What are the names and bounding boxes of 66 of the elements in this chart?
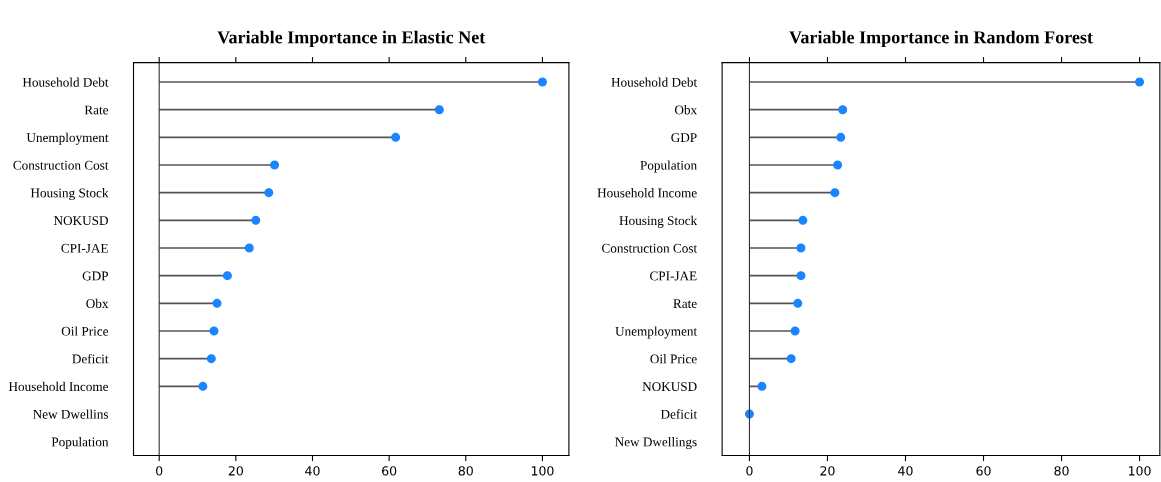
y-tick-label: Unemployment — [615, 326, 698, 339]
y-tick-label: Unemployment — [26, 132, 109, 145]
y-tick-label: NOKUSD — [642, 382, 697, 392]
x-tick-label: 0 — [156, 466, 163, 476]
point — [793, 298, 803, 308]
y-tick-label: Household Income — [8, 381, 109, 392]
x-tick-label: 100 — [531, 466, 554, 476]
x-tick-label: 0 — [746, 466, 753, 476]
y-tick-label: Construction Cost — [602, 243, 698, 253]
point — [244, 243, 254, 253]
y-tick-label: Construction Cost — [13, 160, 109, 170]
x-tick-label: 20 — [228, 466, 243, 476]
y-tick-label: Rate — [673, 299, 697, 309]
point — [790, 326, 800, 336]
x-tick-label: 20 — [820, 466, 835, 476]
point — [833, 160, 843, 170]
y-tick-label: CPI-JAE — [650, 271, 697, 281]
x-tick-label: 60 — [976, 466, 991, 476]
point — [270, 160, 280, 170]
point — [391, 132, 401, 142]
point — [830, 188, 840, 198]
y-tick-label: Housing Stock — [30, 188, 109, 201]
y-tick-label: Oil Price — [61, 326, 109, 336]
y-tick-label: NOKUSD — [53, 216, 108, 226]
y-tick-label: Obx — [674, 105, 697, 115]
point — [537, 77, 547, 87]
y-tick-label: Deficit — [72, 353, 109, 364]
y-tick-label: Population — [51, 437, 109, 450]
y-tick-label: New Dwellins — [33, 409, 109, 419]
y-tick-label: Household Debt — [22, 77, 109, 87]
y-tick-label: Household Income — [597, 188, 697, 198]
y-tick-label: Oil Price — [650, 354, 697, 364]
y-tick-label: Rate — [84, 105, 109, 115]
point — [796, 243, 806, 253]
x-tick-label: 80 — [1054, 466, 1069, 476]
point — [212, 298, 222, 308]
point — [838, 105, 848, 115]
x-tick-label: 40 — [898, 466, 913, 476]
point — [222, 271, 232, 281]
x-tick-label: 40 — [305, 466, 320, 476]
point — [786, 354, 796, 364]
y-tick-label: Obx — [86, 298, 109, 309]
y-tick-label: GDP — [671, 133, 697, 143]
point — [209, 326, 219, 336]
y-tick-label: CPI-JAE — [61, 243, 108, 253]
y-tick-label: Housing Stock — [619, 215, 698, 228]
x-tick-label: 60 — [382, 466, 397, 476]
point — [796, 271, 806, 281]
point — [757, 381, 767, 391]
y-tick-label: New Dwellings — [615, 437, 697, 450]
point — [798, 215, 808, 225]
chart-title: Variable Importance in Random Forest — [789, 30, 1093, 48]
y-tick-label: Household Debt — [611, 77, 698, 87]
y-tick-label: Deficit — [660, 409, 698, 419]
point — [264, 188, 274, 198]
point — [1135, 77, 1145, 87]
point — [836, 132, 846, 142]
point — [434, 105, 444, 115]
y-tick-label: Population — [640, 160, 697, 173]
y-tick-label: GDP — [82, 271, 108, 281]
chart-title: Variable Importance in Elastic Net — [217, 30, 486, 48]
point — [251, 215, 261, 225]
x-tick-label: 80 — [458, 466, 473, 476]
point — [206, 354, 216, 364]
x-tick-label: 100 — [1129, 466, 1151, 476]
point — [198, 381, 208, 391]
